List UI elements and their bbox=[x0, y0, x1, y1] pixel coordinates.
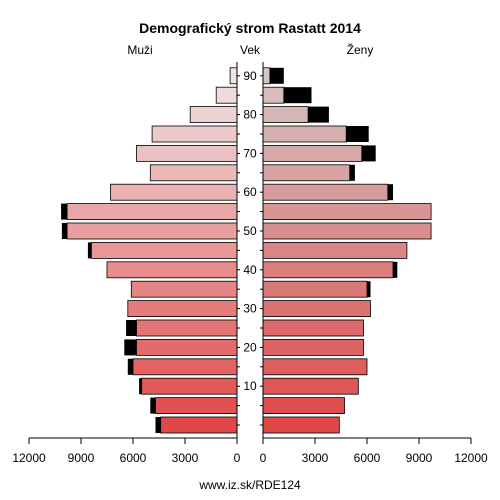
female-excess-40 bbox=[393, 261, 398, 278]
female-bar-55 bbox=[262, 203, 432, 221]
age-tick-label: 40 bbox=[243, 263, 257, 277]
male-excess-20 bbox=[124, 339, 137, 356]
male-bar-55 bbox=[66, 203, 238, 221]
male-bar-85 bbox=[215, 86, 238, 104]
male-excess-45 bbox=[87, 242, 92, 259]
male-bar-10 bbox=[141, 377, 238, 395]
female-excess-80 bbox=[308, 106, 329, 123]
x-tick-label-right: 0 bbox=[260, 451, 267, 465]
x-tick-label-left: 6000 bbox=[120, 451, 147, 465]
male-excess-50 bbox=[61, 223, 68, 239]
male-bar-65 bbox=[149, 164, 238, 182]
x-tick-label-left: 9000 bbox=[68, 451, 95, 465]
female-label: Ženy bbox=[347, 42, 374, 57]
female-bar-60 bbox=[262, 183, 389, 201]
axes-group: 10 20 30 40 50 60 70 80 90 12000 0 9000 3000 6000 6000… bbox=[12, 62, 488, 465]
male-excess-0 bbox=[155, 417, 161, 433]
male-bar-70 bbox=[136, 144, 238, 162]
x-tick-label-right: 9000 bbox=[406, 451, 433, 465]
male-bar-60 bbox=[110, 183, 238, 201]
male-bar-90 bbox=[229, 67, 238, 85]
female-bar-80 bbox=[262, 106, 309, 123]
male-bar-0 bbox=[160, 416, 238, 434]
male-excess-10 bbox=[139, 378, 142, 395]
male-excess-5 bbox=[150, 397, 156, 414]
female-excess-70 bbox=[361, 145, 376, 162]
male-bar-15 bbox=[132, 358, 238, 376]
female-bar-30 bbox=[262, 300, 371, 318]
male-bar-75 bbox=[151, 125, 238, 143]
female-bar-45 bbox=[262, 241, 408, 259]
x-tick-label-right: 3000 bbox=[302, 451, 329, 465]
female-bar-20 bbox=[262, 338, 364, 356]
female-bar-5 bbox=[262, 397, 345, 415]
male-bar-5 bbox=[155, 397, 238, 415]
female-bar-70 bbox=[262, 144, 363, 162]
age-tick-label: 70 bbox=[243, 146, 257, 160]
female-bar-90 bbox=[262, 67, 271, 85]
female-bar-0 bbox=[262, 416, 340, 434]
female-bar-25 bbox=[262, 319, 364, 337]
male-bar-35 bbox=[130, 280, 238, 298]
age-tick-label: 80 bbox=[243, 108, 257, 122]
age-label: Vek bbox=[240, 43, 261, 57]
female-bar-40 bbox=[262, 261, 394, 279]
male-bar-30 bbox=[127, 300, 238, 318]
female-excess-90 bbox=[269, 67, 284, 84]
x-tick-label-right: 6000 bbox=[354, 451, 381, 465]
female-excess-65 bbox=[349, 164, 355, 181]
bars-group bbox=[61, 67, 432, 434]
age-tick-label: 20 bbox=[243, 340, 257, 354]
male-label: Muži bbox=[127, 43, 152, 57]
female-bar-15 bbox=[262, 358, 368, 376]
male-excess-25 bbox=[126, 320, 137, 336]
age-tick-label: 60 bbox=[243, 185, 257, 199]
age-tick-label: 30 bbox=[243, 302, 257, 316]
female-excess-35 bbox=[367, 281, 371, 298]
chart-title: Demografický strom Rastatt 2014 bbox=[139, 20, 361, 36]
male-bar-25 bbox=[136, 319, 238, 337]
female-excess-85 bbox=[283, 87, 312, 104]
source-label: www.iz.sk/RDE124 bbox=[198, 478, 301, 492]
x-tick-label-left: 3000 bbox=[172, 451, 199, 465]
male-bar-20 bbox=[136, 338, 238, 356]
male-excess-15 bbox=[127, 358, 133, 375]
female-bar-50 bbox=[262, 222, 432, 240]
male-bar-45 bbox=[91, 241, 238, 259]
female-excess-75 bbox=[346, 126, 369, 142]
male-bar-80 bbox=[189, 106, 238, 123]
x-tick-label-left: 12000 bbox=[12, 451, 46, 465]
age-tick-label: 50 bbox=[243, 224, 257, 238]
female-bar-85 bbox=[262, 86, 285, 104]
x-tick-label-left: 0 bbox=[234, 451, 241, 465]
female-excess-60 bbox=[387, 184, 393, 201]
age-tick-label: 90 bbox=[243, 69, 257, 83]
female-bar-10 bbox=[262, 377, 359, 395]
age-tick-label: 10 bbox=[243, 379, 257, 393]
x-tick-label-right: 12000 bbox=[454, 451, 488, 465]
male-excess-55 bbox=[61, 203, 68, 220]
female-bar-65 bbox=[262, 164, 351, 182]
male-bar-40 bbox=[106, 261, 238, 279]
female-bar-75 bbox=[262, 125, 347, 143]
male-bar-50 bbox=[66, 222, 238, 240]
female-bar-35 bbox=[262, 280, 368, 298]
